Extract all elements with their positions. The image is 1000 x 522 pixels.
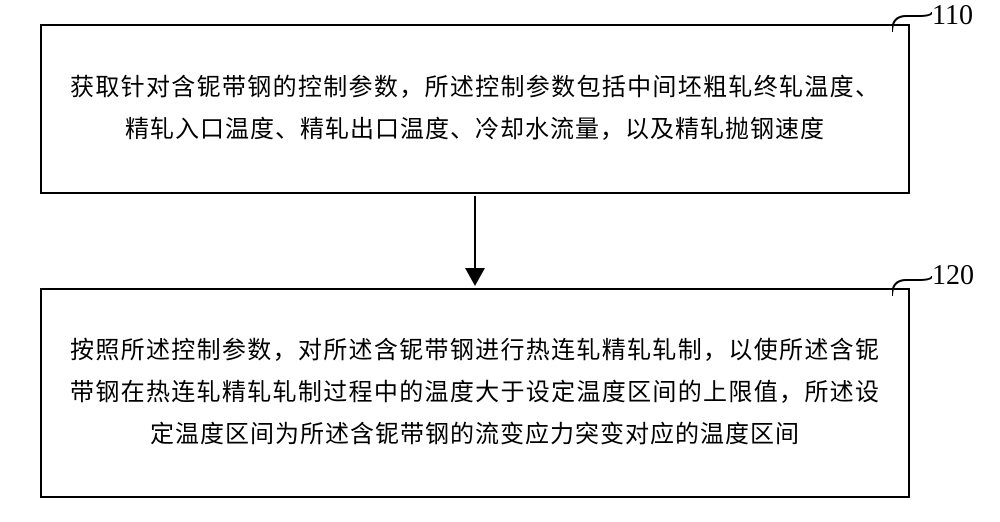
- step-label-110: 110: [932, 0, 973, 32]
- step-text-120: 按照所述控制参数，对所述含铌带钢进行热连轧精轧轧制，以使所述含铌带钢在热连轧精轧…: [70, 330, 880, 456]
- arrow-line: [474, 196, 476, 272]
- bracket-120: [892, 276, 932, 296]
- bracket-110: [892, 12, 932, 32]
- step-box-120: 按照所述控制参数，对所述含铌带钢进行热连轧精轧轧制，以使所述含铌带钢在热连轧精轧…: [40, 288, 910, 498]
- arrow-head-icon: [465, 268, 485, 286]
- step-text-110: 获取针对含铌带钢的控制参数，所述控制参数包括中间坯粗轧终轧温度、精轧入口温度、精…: [70, 67, 880, 151]
- flowchart: 获取针对含铌带钢的控制参数，所述控制参数包括中间坯粗轧终轧温度、精轧入口温度、精…: [0, 0, 1000, 522]
- step-box-110: 获取针对含铌带钢的控制参数，所述控制参数包括中间坯粗轧终轧温度、精轧入口温度、精…: [40, 24, 910, 194]
- step-label-120: 120: [932, 260, 974, 292]
- arrow-110-to-120: [472, 196, 478, 288]
